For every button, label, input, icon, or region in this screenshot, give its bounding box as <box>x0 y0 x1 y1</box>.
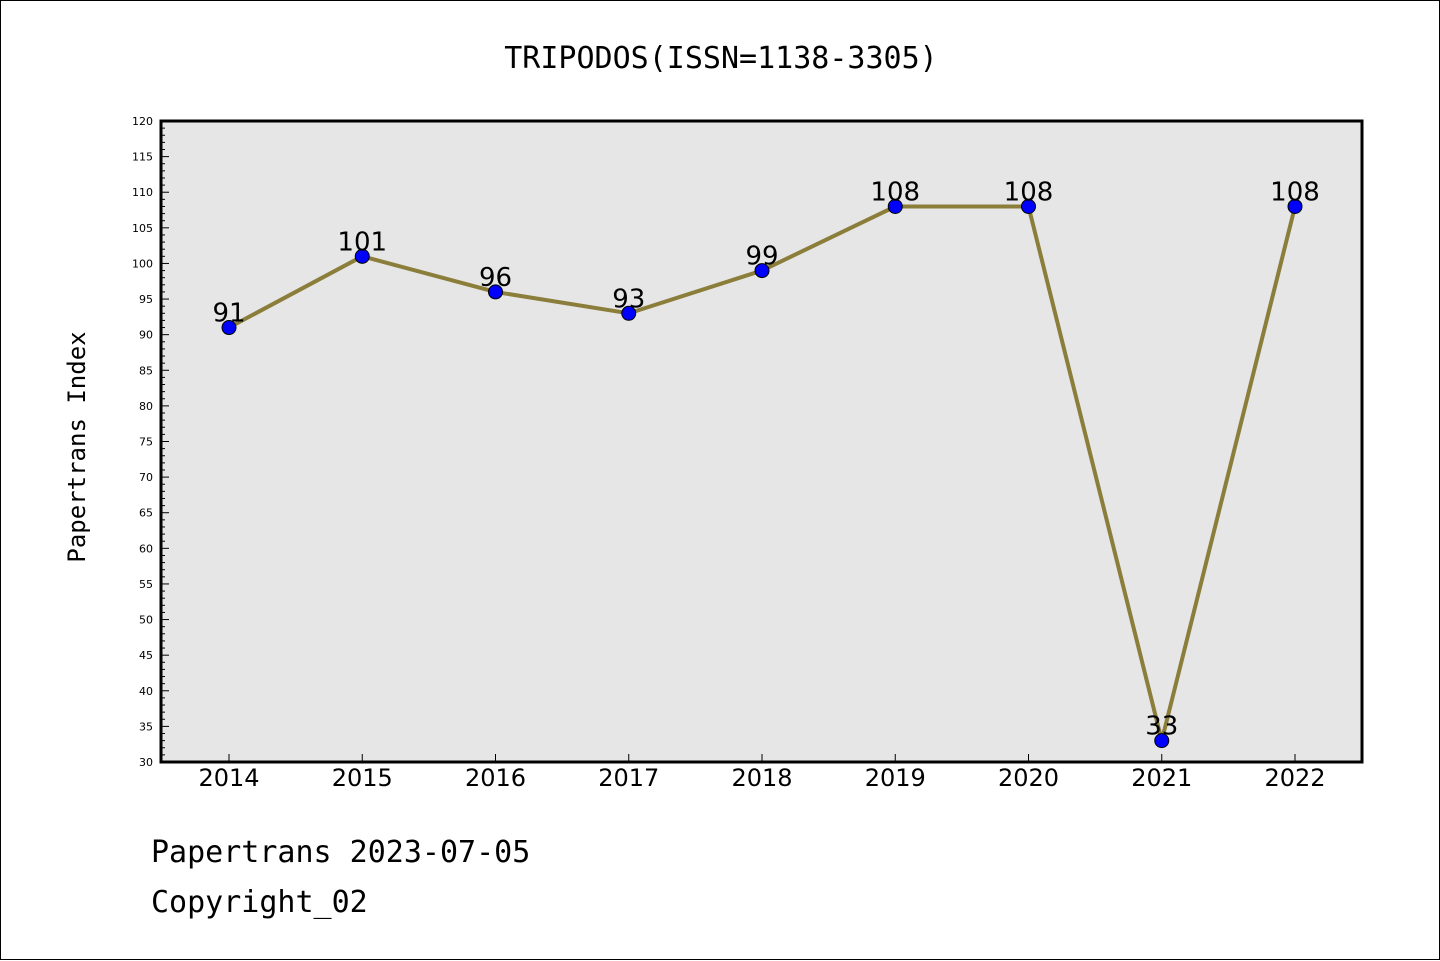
plot-border <box>159 119 1364 764</box>
x-tick-label: 2020 <box>998 764 1059 792</box>
data-point <box>221 320 237 336</box>
y-tick-label: 80 <box>139 400 153 413</box>
data-label: 96 <box>479 263 512 293</box>
chart-title: TRIPODOS(ISSN=1138-3305) <box>504 41 937 76</box>
plot-area <box>161 121 1362 762</box>
x-tick-label: 2018 <box>731 764 792 792</box>
y-tick-label: 105 <box>132 222 153 235</box>
x-tick-label: 2015 <box>332 764 393 792</box>
y-tick-label: 95 <box>139 293 153 306</box>
y-tick-label: 50 <box>139 614 153 627</box>
y-tick-label: 90 <box>139 329 153 342</box>
data-point <box>354 248 370 264</box>
y-tick-label: 65 <box>139 507 153 520</box>
y-tick-label: 30 <box>139 756 153 769</box>
data-label: 91 <box>212 299 245 329</box>
data-point <box>621 305 637 321</box>
data-point <box>754 263 770 279</box>
data-label: 93 <box>612 284 645 314</box>
data-label: 108 <box>870 177 920 207</box>
y-tick-label: 40 <box>139 685 153 698</box>
series-layer <box>221 198 1303 749</box>
y-axis: 30 35 40 45 50 55 60 65 70 75 80 85 90 95 100 105 110 115… <box>132 115 169 769</box>
y-tick-label: 120 <box>132 115 153 128</box>
data-label: 33 <box>1145 712 1178 742</box>
data-label: 101 <box>337 227 387 257</box>
data-point <box>1154 733 1170 749</box>
data-label: 99 <box>745 242 778 272</box>
y-tick-label: 35 <box>139 720 153 733</box>
y-tick-label: 45 <box>139 649 153 662</box>
footer-date: Papertrans 2023-07-05 <box>151 835 531 870</box>
data-label: 108 <box>1004 177 1054 207</box>
data-point <box>1021 198 1036 214</box>
y-tick-label: 100 <box>132 257 153 270</box>
y-tick-label: 55 <box>139 578 153 591</box>
x-tick-label: 2021 <box>1131 764 1192 792</box>
x-tick-label: 2014 <box>198 764 259 792</box>
x-tick-label: 2022 <box>1264 764 1325 792</box>
y-tick-label: 60 <box>139 542 153 555</box>
data-point <box>1287 198 1303 214</box>
y-tick-label: 85 <box>139 364 153 377</box>
y-tick-label: 75 <box>139 436 153 449</box>
data-point <box>488 284 503 300</box>
y-tick-label: 115 <box>132 151 153 164</box>
y-axis-label: Papertrans Index <box>63 331 91 562</box>
data-point <box>887 198 903 214</box>
data-labels: 91 101 96 93 99 108 108 33 108 <box>212 177 1319 741</box>
y-tick-label: 70 <box>139 471 153 484</box>
footer-copyright: Copyright_02 <box>151 885 368 920</box>
x-tick-label: 2019 <box>865 764 926 792</box>
x-tick-label: 2017 <box>598 764 659 792</box>
data-label: 108 <box>1270 177 1320 207</box>
x-tick-label: 2016 <box>465 764 526 792</box>
y-tick-label: 110 <box>132 186 153 199</box>
